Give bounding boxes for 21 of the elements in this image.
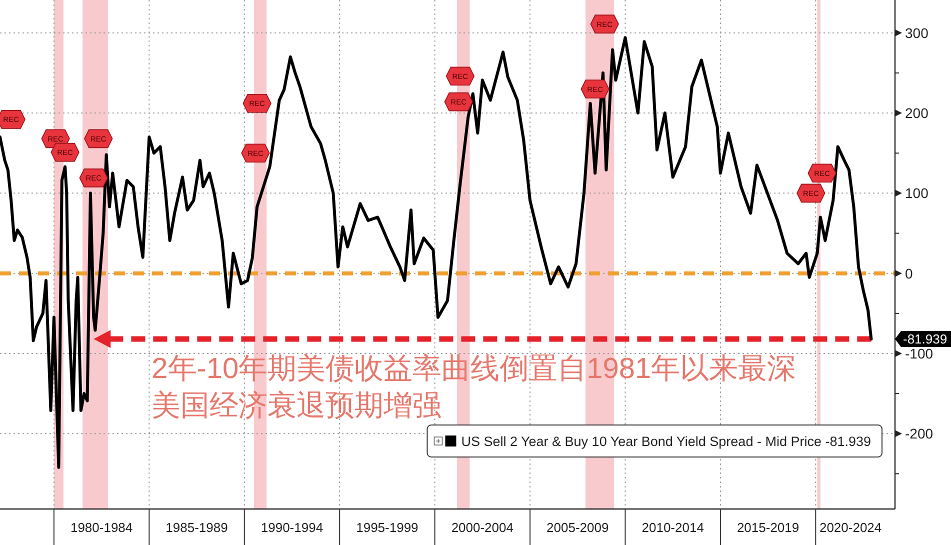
x-tick-label: 2015-2019 (736, 520, 800, 535)
x-tick-label: 2000-2004 (451, 520, 514, 535)
y-tick-label: 100 (905, 185, 929, 202)
y-tick-label: -200 (905, 426, 934, 442)
legend-label: US Sell 2 Year & Buy 10 Year Bond Yield Spread - Mid Price -81.939 (461, 434, 871, 449)
y-tick-label: 300 (905, 24, 929, 41)
y-tick-label: -100 (905, 345, 934, 362)
x-tick-label: 2020-2024 (819, 520, 882, 535)
y-tick-label: 0 (905, 265, 913, 282)
x-tick-label: 1985-1989 (166, 520, 228, 535)
x-tick-label: 2005-2009 (546, 520, 609, 535)
legend: US Sell 2 Year & Buy 10 Year Bond Yield Spread - Mid Price -81.939 (426, 424, 882, 458)
annotation: 2年-10年期美债收益率曲线倒置自1981年以来最深 (152, 353, 796, 386)
x-tick-label: 1995-1999 (356, 520, 418, 535)
x-tick-label: 2010-2014 (642, 520, 704, 535)
annotation: 美国经济衰退预期增强 (152, 390, 442, 422)
x-tick-label: 1990-1994 (260, 520, 324, 535)
x-tick-label: 1980-1984 (70, 520, 133, 535)
ref-line-label: -81.939 (903, 332, 948, 347)
ref-line-label: -81.939 (895, 331, 951, 348)
y-tick-label: 200 (905, 105, 929, 122)
